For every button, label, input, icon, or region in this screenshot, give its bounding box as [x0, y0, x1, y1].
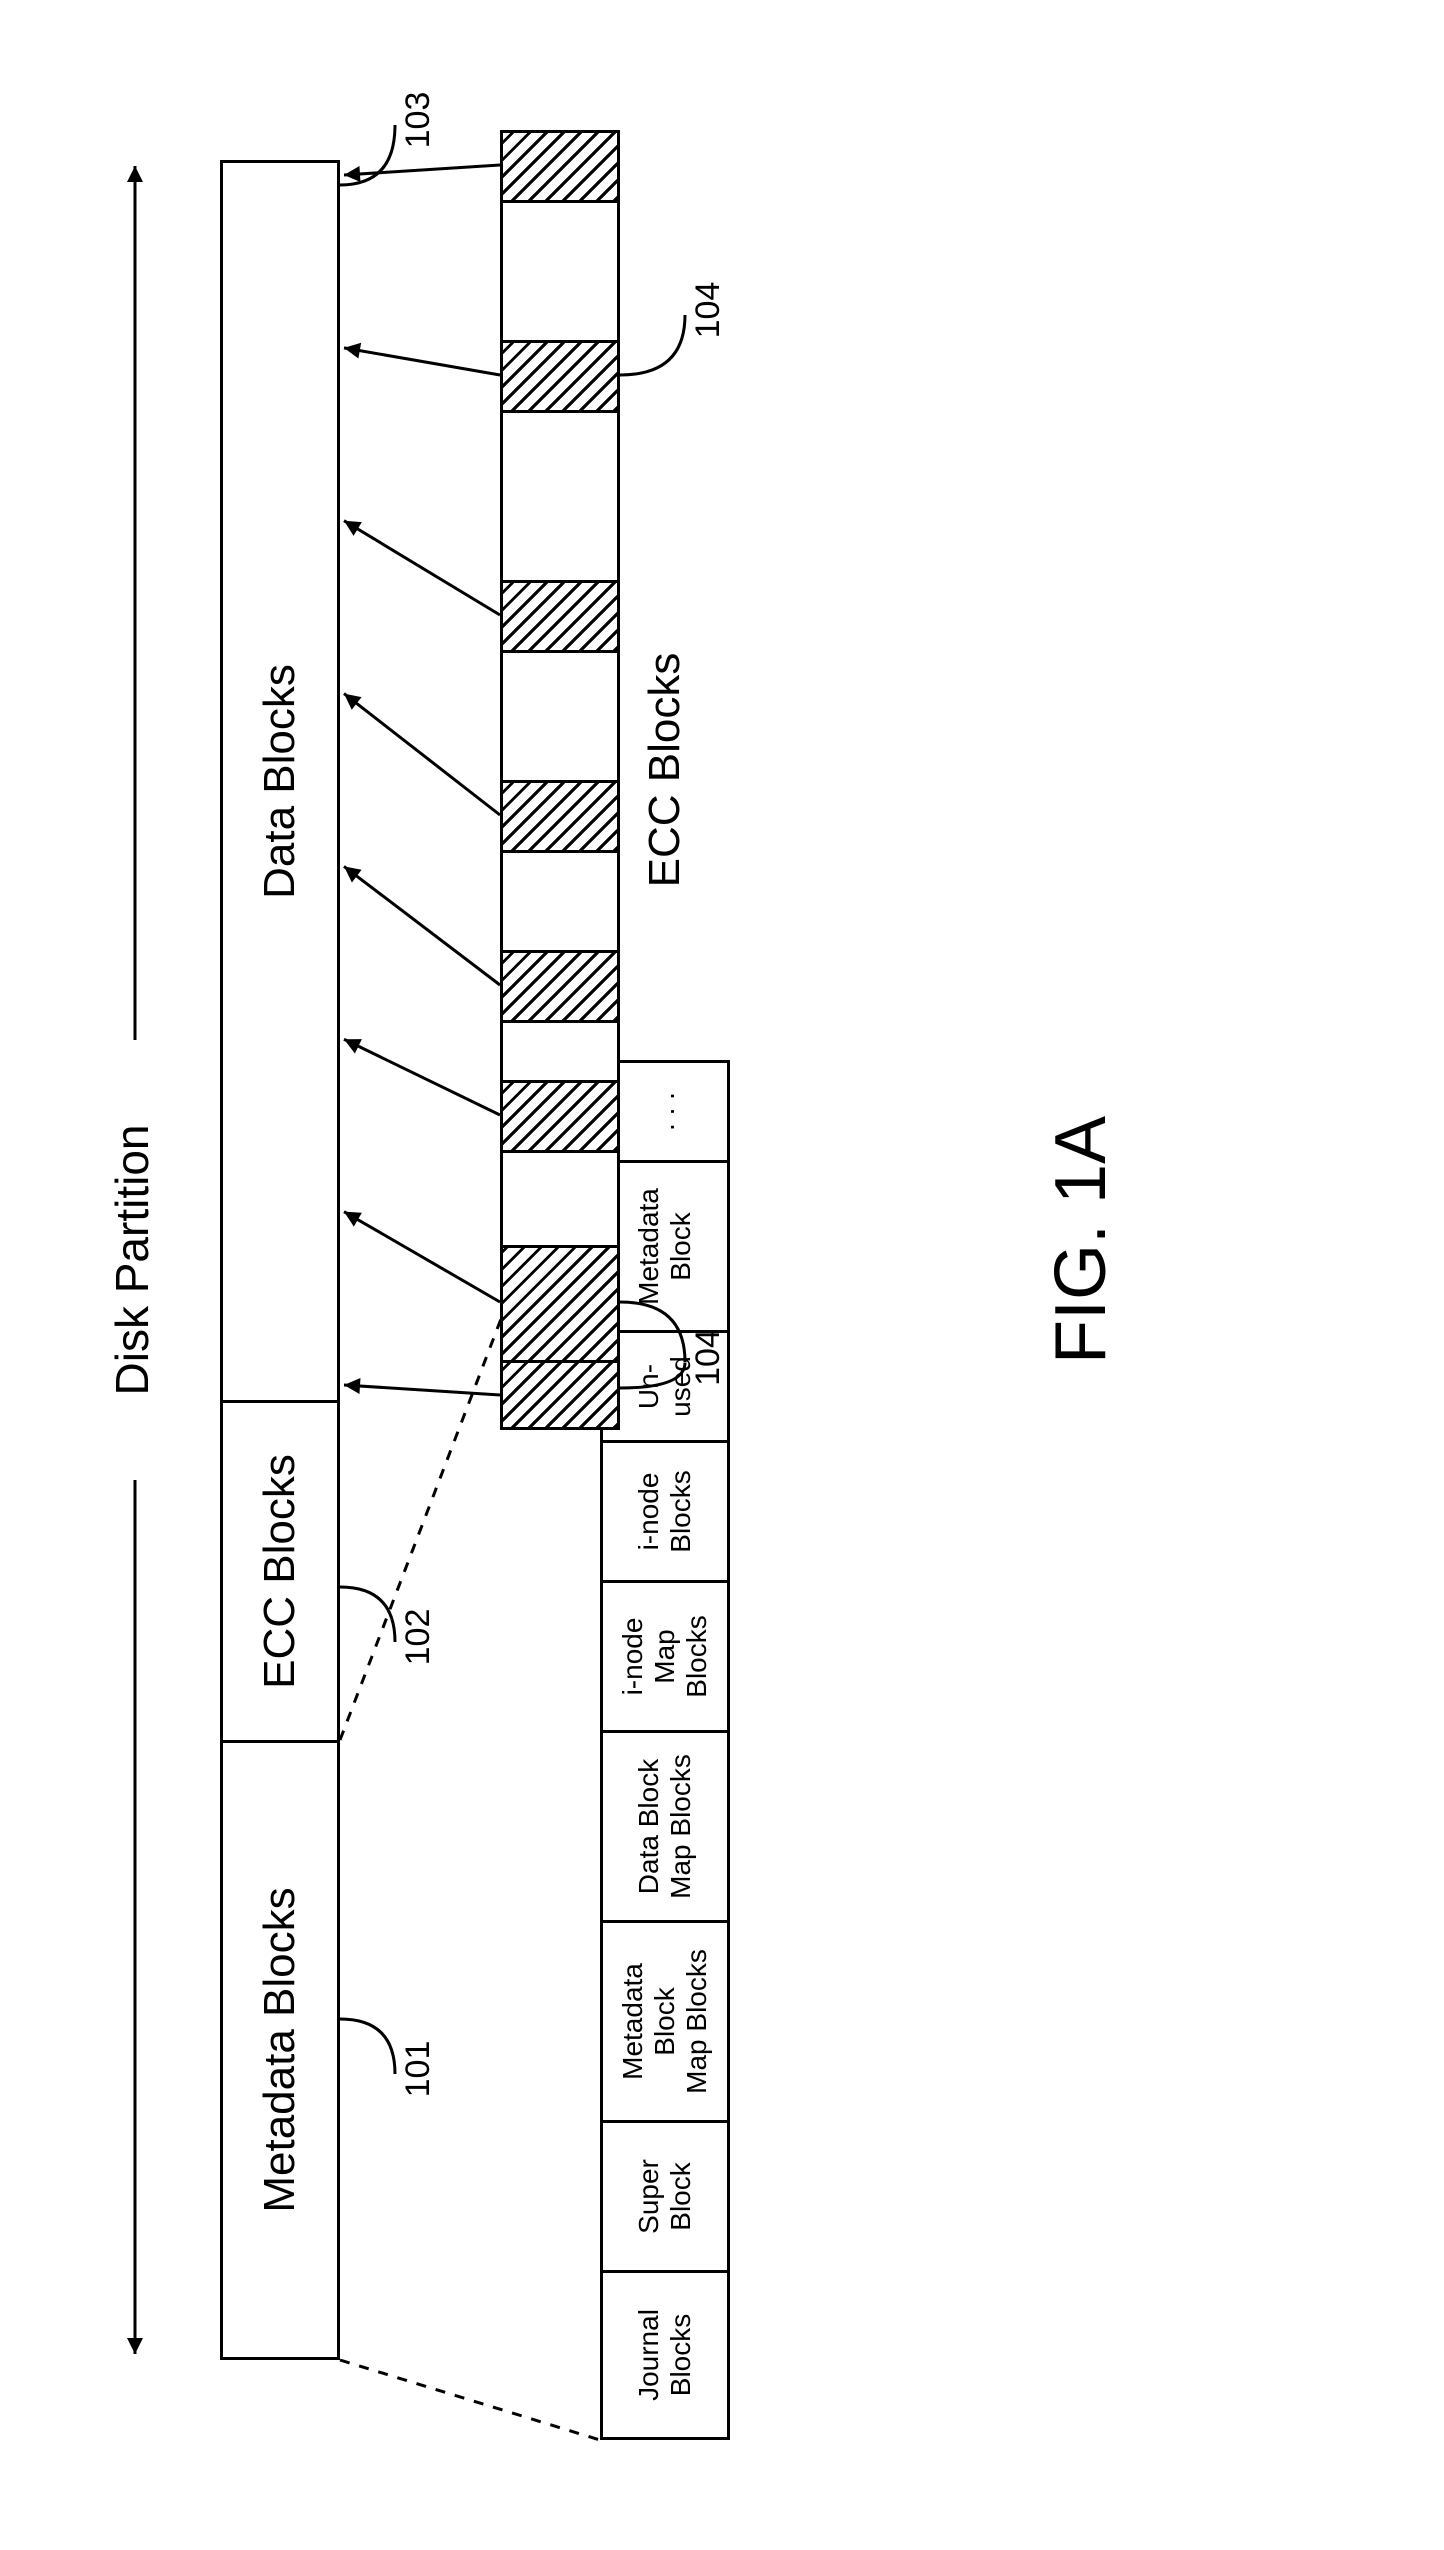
disk-partition-title: Disk Partition	[105, 1060, 159, 1460]
ecc-cell-hatched	[500, 1080, 620, 1150]
ecc-cell	[500, 200, 620, 340]
ecc-detail-label: ECC Blocks	[640, 600, 690, 940]
ecc-cell	[500, 410, 620, 580]
ecc-cell-hatched	[500, 340, 620, 410]
metadata-detail-cell: i-node Map Blocks	[600, 1580, 730, 1730]
ref-101: 101	[399, 2029, 438, 2109]
metadata-detail-cell: Data Block Map Blocks	[600, 1730, 730, 1920]
ref-104-right: 104	[689, 270, 728, 350]
ecc-cell-hatched	[500, 950, 620, 1020]
ecc-cell	[500, 1020, 620, 1080]
metadata-detail-cell: Metadata Block Map Blocks	[600, 1920, 730, 2120]
ecc-cell-hatched	[500, 130, 620, 200]
metadata-detail-cell: Journal Blocks	[600, 2270, 730, 2440]
ecc-cell-hatched	[500, 1245, 620, 1360]
ref-103: 103	[399, 80, 438, 160]
ecc-cell	[500, 1150, 620, 1245]
ecc-cell-hatched	[500, 1360, 620, 1430]
metadata-detail-cell: Super Block	[600, 2120, 730, 2270]
ecc-cell	[500, 650, 620, 780]
figure-rotated-group: Metadata BlocksECC BlocksData BlocksDisk…	[80, 160, 1280, 2360]
ecc-cell	[500, 850, 620, 950]
figure-canvas: Metadata BlocksECC BlocksData BlocksDisk…	[0, 0, 1444, 2550]
ref-104-left: 104	[689, 1318, 728, 1398]
partition-section: Data Blocks	[220, 160, 340, 1400]
ecc-cell-hatched	[500, 580, 620, 650]
figure-label: FIG. 1A	[1040, 1060, 1122, 1420]
partition-section: ECC Blocks	[220, 1400, 340, 1740]
ecc-cell-hatched	[500, 780, 620, 850]
partition-section: Metadata Blocks	[220, 1740, 340, 2360]
metadata-detail-cell: i-node Blocks	[600, 1440, 730, 1580]
